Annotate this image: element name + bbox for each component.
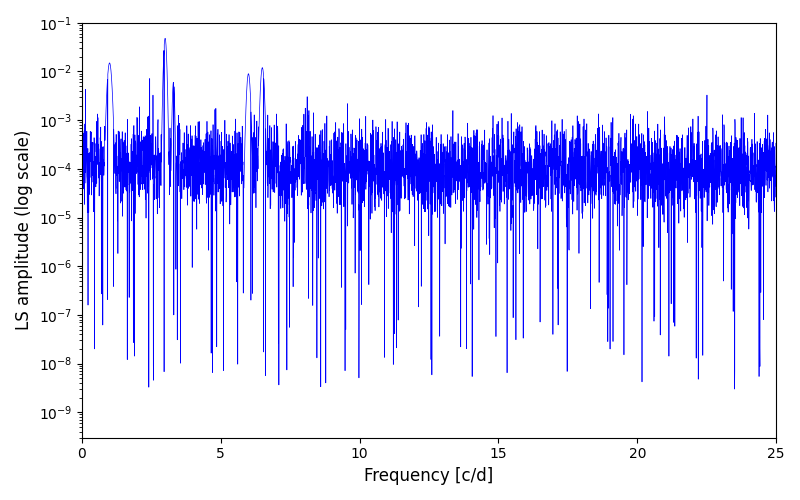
Y-axis label: LS amplitude (log scale): LS amplitude (log scale): [15, 130, 33, 330]
X-axis label: Frequency [c/d]: Frequency [c/d]: [364, 467, 494, 485]
